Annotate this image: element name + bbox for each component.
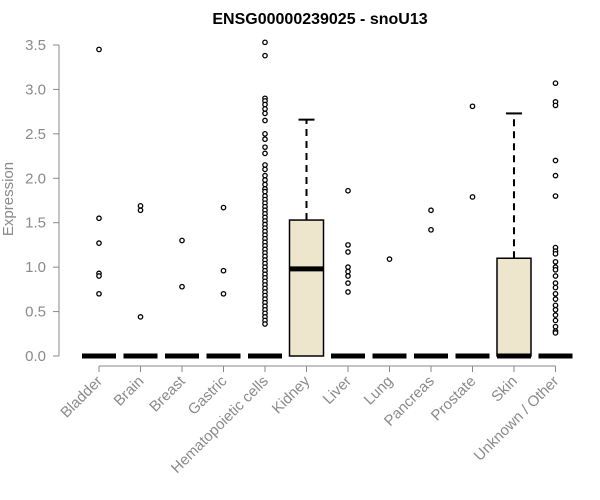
box xyxy=(288,219,325,357)
outlier-point xyxy=(552,317,559,324)
outlier-point xyxy=(262,110,268,117)
chart-title: ENSG00000239025 - snoU13 xyxy=(212,11,427,28)
y-tick-label: 3.0 xyxy=(25,81,46,98)
x-tick-label: Liver xyxy=(320,373,355,408)
outlier-point xyxy=(262,181,268,188)
y-tick-label: 3.5 xyxy=(25,37,46,54)
outlier-point xyxy=(262,136,268,143)
outlier-point xyxy=(386,256,393,262)
x-tick-label: Lung xyxy=(361,373,397,409)
x-tick-label: Breast xyxy=(146,372,189,415)
outlier-point xyxy=(96,290,102,297)
outlier-point xyxy=(262,39,268,46)
outlier-point xyxy=(262,144,268,151)
x-tick-label: Skin xyxy=(488,373,521,406)
outlier-point xyxy=(262,106,268,112)
outlier-point xyxy=(345,273,351,279)
outlier-point xyxy=(179,237,185,244)
outlier-point xyxy=(552,284,559,291)
outlier-point xyxy=(96,46,102,53)
outlier-point xyxy=(220,204,227,211)
outlier-point xyxy=(552,330,559,336)
outlier-point xyxy=(262,177,268,183)
y-tick-label: 0.5 xyxy=(25,304,46,321)
x-tick-label: Brain xyxy=(111,373,148,410)
outlier-point xyxy=(345,289,351,295)
x-tick-label: Prostate xyxy=(428,373,480,425)
outlier-point xyxy=(552,290,559,297)
outlier-point xyxy=(179,283,185,290)
outlier-point xyxy=(220,267,227,274)
box xyxy=(496,257,532,357)
outlier-point xyxy=(262,166,268,173)
outlier-point xyxy=(345,264,351,270)
y-axis-label: Expression xyxy=(0,162,17,236)
outlier-point xyxy=(552,312,559,318)
outlier-point xyxy=(262,150,268,157)
outlier-point xyxy=(345,249,351,255)
outlier-point xyxy=(262,131,268,137)
y-tick-label: 2.5 xyxy=(25,126,46,143)
outlier-point xyxy=(262,162,268,168)
outlier-point xyxy=(552,258,559,265)
outlier-point xyxy=(96,240,102,247)
outlier-point xyxy=(220,290,227,297)
x-tick-label: Bladder xyxy=(57,373,106,422)
outlier-point xyxy=(137,314,144,320)
y-tick-label: 0.0 xyxy=(25,348,46,365)
y-tick-label: 1.5 xyxy=(25,215,46,232)
outlier-point xyxy=(262,117,268,124)
outlier-point xyxy=(137,202,144,209)
outlier-point xyxy=(552,302,559,309)
outlier-point xyxy=(552,80,559,87)
outlier-point xyxy=(262,321,268,327)
x-tick-label: Kidney xyxy=(269,372,314,417)
outlier-point xyxy=(96,215,102,222)
outlier-point xyxy=(262,101,268,108)
outlier-point xyxy=(552,172,559,179)
outlier-point xyxy=(262,52,268,59)
y-tick-label: 1.0 xyxy=(25,259,46,276)
outlier-point xyxy=(262,188,268,195)
outlier-point xyxy=(137,207,144,214)
y-tick-label: 2.0 xyxy=(25,170,46,187)
outlier-point xyxy=(345,187,351,194)
outlier-point xyxy=(552,266,559,273)
outlier-point xyxy=(552,250,559,257)
outlier-point xyxy=(345,268,351,275)
outlier-point xyxy=(552,273,559,279)
outlier-point xyxy=(552,296,559,302)
outlier-point xyxy=(552,157,559,164)
outlier-point xyxy=(345,242,351,248)
outlier-point xyxy=(552,306,559,313)
outlier-point xyxy=(469,103,476,110)
plot-area: 0.0 0.5 1.0 1.5 2.0 2.5 3.0 3.5 Bladder BrainBrea… xyxy=(25,37,573,477)
outlier-point xyxy=(469,194,476,200)
outlier-point xyxy=(552,193,559,199)
outlier-point xyxy=(552,102,559,109)
outlier-point xyxy=(345,280,351,286)
outlier-point xyxy=(96,273,102,279)
outlier-point xyxy=(428,226,434,233)
outlier-point xyxy=(428,207,434,214)
outlier-point xyxy=(552,280,559,286)
outlier-point xyxy=(552,323,559,330)
outlier-point xyxy=(262,172,268,179)
